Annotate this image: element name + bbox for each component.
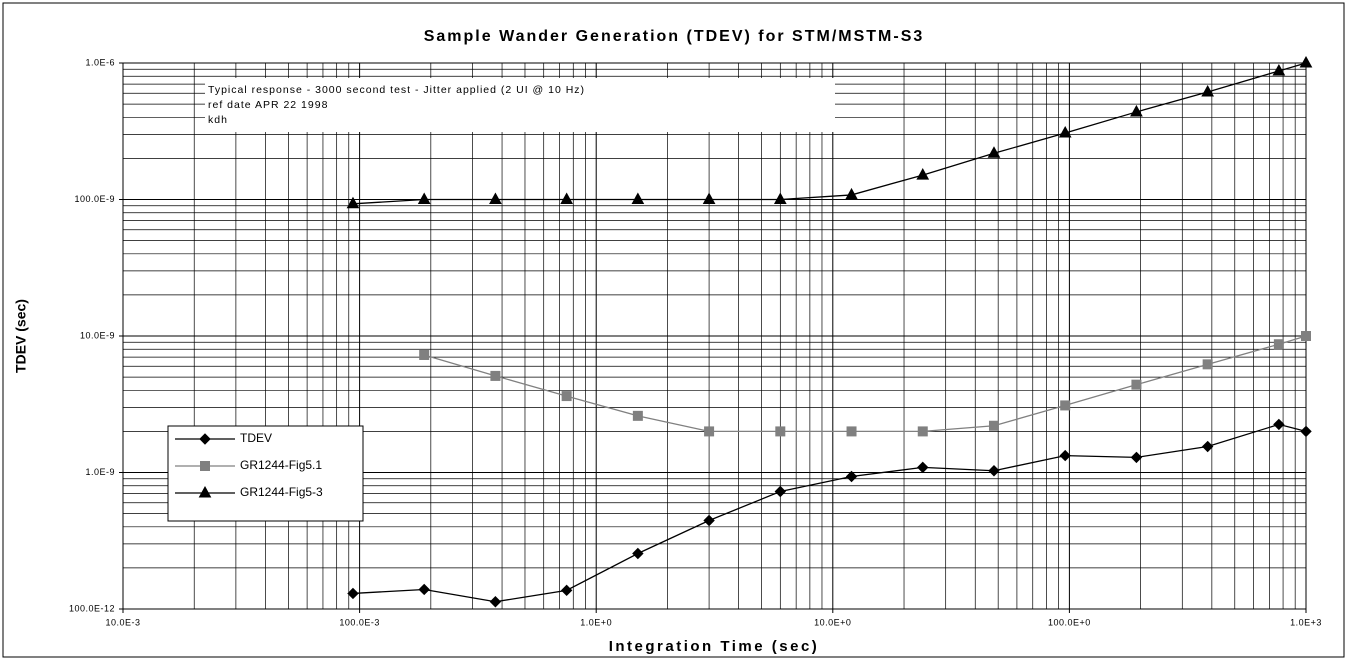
x-tick-label: 1.0E+0 [580, 617, 612, 627]
marker [347, 587, 359, 600]
y-tick-label: 100.0E-12 [69, 603, 115, 613]
marker [987, 146, 1001, 158]
marker [1201, 440, 1214, 453]
annotation-box [205, 78, 835, 132]
legend-box [167, 425, 364, 522]
legend-label: TDEV [240, 431, 272, 445]
grid: 10.0E-3 100.0E-3 1.0E+0 10.0E+0 100.0E+0 1.0E… [69, 57, 1322, 627]
annotation: kdh [208, 114, 228, 126]
x-tick-label: 100.0E+0 [1048, 617, 1091, 627]
marker [1273, 339, 1284, 350]
x-tick-label: 100.0E-3 [339, 617, 380, 627]
legend-label: GR1244-Fig5-3 [240, 485, 323, 499]
marker [632, 547, 644, 560]
marker [1130, 451, 1143, 464]
marker [774, 485, 787, 498]
marker [1299, 55, 1313, 68]
marker [775, 426, 786, 437]
marker [346, 196, 360, 209]
marker [703, 514, 715, 527]
marker [560, 192, 573, 204]
marker [1202, 359, 1213, 370]
y-tick-label: 10.0E-9 [80, 330, 115, 340]
y-tick-label: 100.0E-9 [74, 194, 115, 204]
chart-title: Sample Wander Generation (TDEV) for STM/… [424, 28, 925, 45]
marker [418, 583, 430, 596]
marker [1301, 331, 1311, 341]
series-line [424, 335, 1307, 433]
marker [1131, 379, 1142, 390]
marker [198, 485, 212, 498]
marker [199, 433, 211, 445]
y-tick-label: 1.0E-6 [85, 57, 115, 67]
marker [845, 470, 858, 483]
marker [704, 426, 715, 437]
marker [1059, 449, 1071, 462]
marker [631, 192, 645, 204]
marker [916, 168, 930, 180]
marker [846, 426, 857, 437]
marker [632, 410, 643, 421]
marker [489, 192, 502, 204]
x-tick-label: 10.0E+0 [814, 617, 851, 627]
marker [200, 461, 210, 471]
marker [917, 426, 928, 437]
marker [560, 584, 573, 597]
y-axis-label: TDEV (sec) [13, 299, 29, 373]
marker [988, 420, 999, 431]
marker [702, 192, 716, 204]
marker [561, 391, 572, 402]
marker [489, 596, 502, 608]
marker [773, 192, 787, 204]
marker [988, 465, 1000, 477]
marker [1201, 84, 1214, 97]
annotation: ref date APR 22 1998 [208, 99, 328, 111]
y-tick-label: 1.0E-9 [85, 467, 115, 477]
plot [346, 55, 1313, 608]
marker [1130, 104, 1143, 117]
marker [419, 349, 430, 360]
marker [1060, 400, 1071, 411]
marker [490, 370, 501, 381]
x-tick-label: 10.0E-3 [105, 617, 140, 627]
marker [845, 187, 858, 200]
x-tick-label: 1.0E+3 [1290, 617, 1322, 627]
marker [917, 461, 929, 474]
marker [1273, 418, 1285, 431]
legend-label: GR1244-Fig5.1 [240, 458, 322, 472]
marker [1272, 63, 1286, 76]
annotation: Typical response - 3000 second test - Ji… [208, 84, 585, 96]
marker [1300, 425, 1312, 438]
marker [417, 192, 431, 204]
overlay: Typical response - 3000 second test - Ji… [167, 78, 835, 522]
x-axis-label: Integration Time (sec) [609, 638, 820, 655]
marker [1058, 125, 1072, 138]
